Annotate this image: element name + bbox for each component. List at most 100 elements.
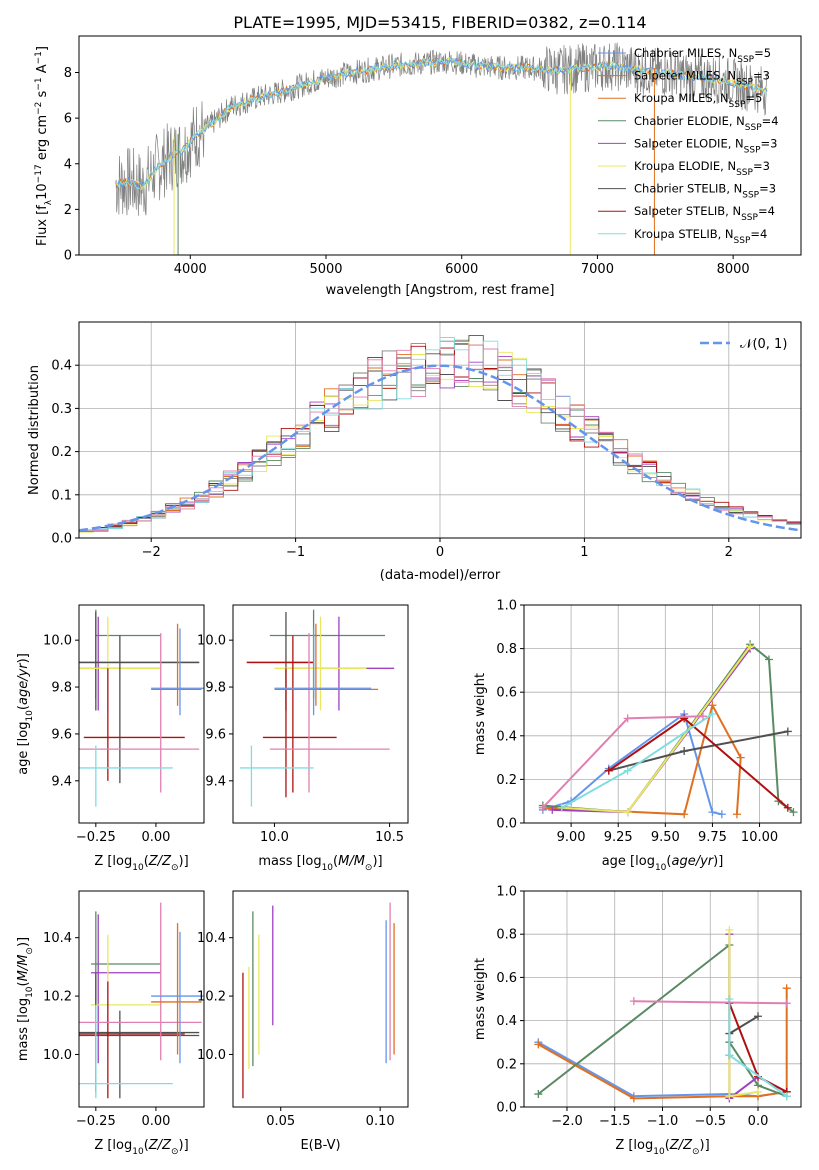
y-tick-label: 0.4 — [496, 729, 517, 744]
x-tick-label: 0.00 — [141, 830, 170, 845]
panel-residuals: −2 −1 0 1 2 0.0 0.1 0.2 0.3 0.4 (data-model)/error… — [27, 321, 802, 583]
y-tick-label: 0.6 — [496, 686, 517, 701]
y-tick-label: 10.2 — [197, 990, 226, 1005]
mass-weight-marker — [680, 714, 689, 723]
mass-weight-line — [633, 1000, 787, 1005]
y-tick-label: 2 — [64, 203, 72, 218]
mass-weight-marker — [708, 808, 717, 817]
x-tick-label: 2 — [725, 545, 733, 560]
panel-mw-age: 9.00 9.25 9.50 9.75 10.00 0.0 0.2 0.4 0.6 0.8 1.0 m… — [473, 599, 802, 845]
x-tick-label: 9.50 — [651, 830, 680, 845]
mass-weight-marker — [725, 1092, 734, 1101]
mass-weight-marker — [708, 710, 717, 718]
axes-frame — [232, 890, 409, 1108]
y-tick-label: 0.8 — [496, 642, 517, 657]
y-tick-label: 0.0 — [496, 1101, 517, 1116]
mass-weight-marker — [783, 727, 792, 736]
x-tick-label: −2.0 — [551, 1114, 583, 1129]
panel-mw-z: −2.0 −1.5 −1.0 −0.5 0.0 0.0 0.2 0.4 0.6 0.8 1.0 mas… — [473, 885, 802, 1129]
y-tick-label: 9.8 — [205, 681, 226, 696]
mass-weight-marker — [604, 766, 613, 775]
mass-weight-marker — [699, 712, 708, 721]
axes-frame — [78, 890, 205, 1108]
spectrum-title: PLATE=1995, MJD=53415, FIBERID=0382, z=0… — [233, 13, 646, 32]
y-tick-label: 10.0 — [197, 1048, 226, 1063]
mass-weight-marker — [629, 1094, 638, 1103]
x-tick-label: −0.5 — [694, 1114, 726, 1129]
x-tick-label: 7000 — [581, 262, 614, 277]
panel-mass-z: −0.25 0.00 10.0 10.2 10.4 — [43, 890, 205, 1129]
mass-weight-marker — [629, 997, 638, 1006]
mass-weight-marker — [782, 1092, 791, 1101]
x-tick-label: −2 — [142, 545, 161, 560]
mass-weight-marker — [717, 810, 726, 819]
residuals-xlabel: (data-model)/error — [380, 568, 501, 583]
mass-weight-marker — [725, 925, 734, 934]
x-tick-label: 10.5 — [375, 830, 404, 845]
x-tick-label: 1 — [580, 545, 588, 560]
age-z-xlabel: Z [log10(Z/Z⊙)] — [94, 854, 188, 873]
mass-weight-marker — [680, 810, 689, 819]
y-tick-label: 10.4 — [43, 931, 72, 946]
y-tick-label: 0.4 — [496, 1014, 517, 1029]
x-tick-label: 10.0 — [260, 830, 289, 845]
spectrum-model-line — [115, 57, 768, 190]
x-tick-label: 8000 — [717, 262, 750, 277]
y-tick-label: 0.1 — [51, 488, 72, 503]
axes-frame — [523, 604, 802, 824]
y-tick-label: 0.0 — [51, 532, 72, 547]
legend-entry-normal: 𝒩(0, 1) — [740, 337, 787, 352]
axes-frame — [78, 35, 802, 256]
y-tick-label: 9.4 — [51, 774, 72, 789]
mass-weight-line — [537, 988, 788, 1100]
x-tick-label: 9.75 — [698, 830, 727, 845]
x-tick-label: 0.05 — [266, 1114, 295, 1129]
x-tick-label: −0.25 — [76, 1114, 116, 1129]
legend-entry-9: Kroupa STELIB, NSSP=4 — [634, 227, 767, 246]
mass-weight-marker — [623, 714, 632, 723]
legend-entry-8: Salpeter STELIB, NSSP=4 — [634, 204, 775, 223]
legend-entry-1: Chabrier MILES, NSSP=5 — [634, 46, 771, 65]
x-tick-label: 10.00 — [741, 830, 778, 845]
mass-weight-marker — [754, 1012, 763, 1021]
mass-weight-marker — [783, 803, 792, 812]
y-tick-label: 0.3 — [51, 402, 72, 417]
y-tick-label: 0.2 — [496, 1057, 517, 1072]
mass-weight-marker — [725, 1051, 734, 1060]
panel-spectrum: 4000 5000 6000 7000 8000 0 2 4 6 8 wavelength [Ang… — [64, 35, 802, 298]
mass-weight-marker — [782, 984, 791, 993]
y-tick-label: 10.0 — [43, 634, 72, 649]
legend-entry-7: Chabrier STELIB, NSSP=3 — [634, 182, 776, 201]
mass-weight-marker — [623, 808, 632, 817]
mw-z-ylabel: mass weight — [473, 958, 488, 1040]
mass-weight-marker — [708, 701, 717, 710]
x-tick-label: 4000 — [174, 262, 207, 277]
x-tick-label: 0.0 — [748, 1114, 769, 1129]
y-tick-label: 0.0 — [496, 817, 517, 832]
mass-weight-marker — [736, 753, 745, 762]
x-tick-label: 6000 — [445, 262, 478, 277]
mass-weight-marker — [764, 655, 773, 664]
mw-age-ylabel: mass weight — [473, 673, 488, 755]
y-tick-label: 0.2 — [51, 445, 72, 460]
mass-weight-marker — [789, 808, 798, 817]
mass-weight-marker — [746, 642, 755, 651]
y-tick-label: 0 — [64, 249, 72, 264]
x-tick-label: −1.0 — [647, 1114, 679, 1129]
mass-ebv-xlabel: E(B-V) — [300, 1138, 340, 1153]
axes-frame — [232, 604, 409, 824]
legend-entry-4: Chabrier ELODIE, NSSP=4 — [634, 114, 779, 133]
y-tick-label: 10.2 — [43, 990, 72, 1005]
spectrum-xlabel: wavelength [Angstrom, rest frame] — [326, 283, 555, 298]
spectrum-model-line — [115, 57, 768, 191]
spectrum-data-line — [115, 42, 768, 216]
x-tick-label: 5000 — [309, 262, 342, 277]
y-tick-label: 1.0 — [496, 599, 517, 614]
y-tick-label: 0.2 — [496, 773, 517, 788]
y-tick-label: 9.4 — [205, 774, 226, 789]
spectrum-lines — [115, 42, 768, 255]
mass-weight-marker — [534, 1040, 543, 1049]
mw-z-xlabel: Z [log10(Z/Z⊙)] — [615, 1138, 709, 1157]
x-tick-label: 9.00 — [557, 830, 586, 845]
